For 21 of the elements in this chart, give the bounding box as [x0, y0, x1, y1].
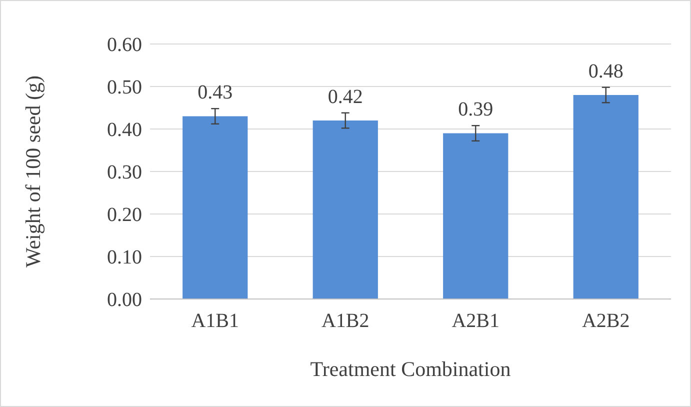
- data-label: 0.39: [458, 98, 494, 121]
- data-label: 0.42: [328, 86, 363, 108]
- x-tick-label: A1B1: [191, 310, 240, 332]
- y-tick-label: 0.50: [107, 76, 142, 98]
- x-axis-title: Treatment Combination: [310, 357, 512, 381]
- data-label: 0.48: [588, 60, 624, 82]
- x-tick-label: A2B1: [452, 310, 500, 332]
- y-tick-label: 0.60: [107, 34, 142, 56]
- bar: [312, 120, 378, 299]
- y-tick-label: 0.30: [107, 162, 142, 184]
- y-axis-title: Weight of 100 seed (g): [21, 76, 45, 268]
- y-tick-label: 0.00: [107, 289, 142, 311]
- y-tick-label: 0.40: [107, 119, 142, 141]
- bar: [573, 95, 638, 299]
- y-tick-label: 0.10: [107, 246, 142, 268]
- bar: [182, 116, 248, 299]
- y-tick-label: 0.20: [107, 204, 142, 226]
- bar: [443, 133, 508, 299]
- data-label: 0.43: [198, 82, 233, 104]
- x-tick-label: A2B2: [582, 310, 630, 332]
- x-tick-label: A1B2: [321, 310, 370, 332]
